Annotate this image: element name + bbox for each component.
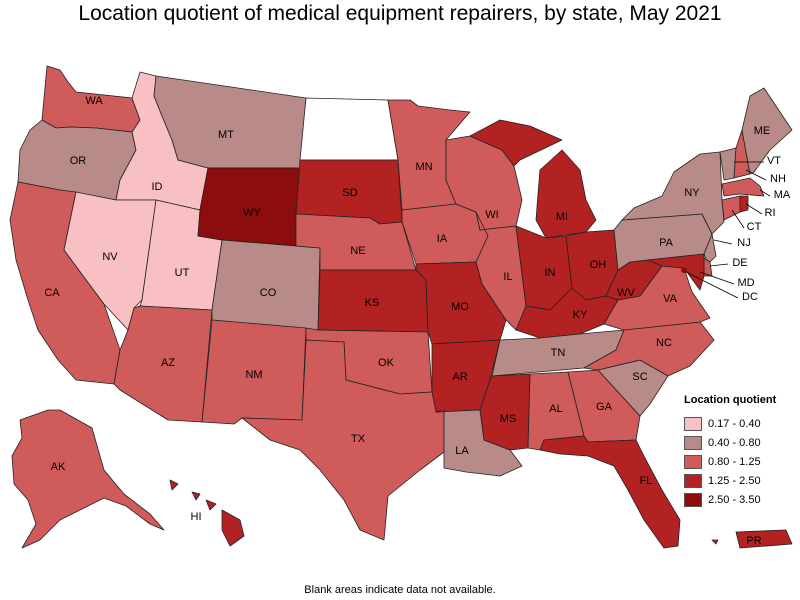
label-sd: SD (342, 187, 357, 199)
footnote: Blank areas indicate data not available. (304, 584, 496, 596)
state-md[interactable] (647, 253, 705, 291)
label-ar: AR (452, 371, 467, 383)
label-ny: NY (684, 187, 700, 199)
state-co[interactable] (211, 239, 321, 331)
label-az: AZ (161, 357, 175, 369)
label-nh: NH (770, 173, 786, 185)
label-oh: OH (590, 259, 607, 271)
legend-swatch (684, 454, 702, 469)
label-dc: DC (742, 291, 758, 303)
label-wy: WY (243, 207, 261, 219)
label-nm: NM (245, 369, 262, 381)
label-fl: FL (640, 475, 653, 487)
label-mn: MN (415, 161, 432, 173)
label-mi: MI (556, 211, 568, 223)
state-ma[interactable] (721, 177, 765, 197)
label-ca: CA (44, 287, 60, 299)
label-in: IN (545, 267, 556, 279)
label-pr: PR (746, 535, 761, 547)
state-nd[interactable] (299, 97, 399, 161)
label-ri: RI (765, 207, 776, 219)
label-sc: SC (632, 371, 647, 383)
label-de: DE (732, 257, 747, 269)
label-md: MD (737, 277, 754, 289)
state-nc[interactable] (583, 321, 715, 377)
label-pa: PA (659, 237, 674, 249)
map-title: Location quotient of medical equipment r… (78, 2, 722, 25)
label-hi: HI (191, 511, 202, 523)
label-nv: NV (102, 251, 118, 263)
legend-swatch (684, 473, 702, 488)
label-ga: GA (596, 401, 613, 413)
state-pr[interactable] (711, 529, 793, 549)
legend-swatch (684, 435, 702, 450)
state-dc[interactable] (681, 267, 687, 273)
label-la: LA (455, 445, 469, 457)
state-mt[interactable] (153, 75, 307, 169)
label-ok: OK (378, 357, 395, 369)
label-vt: VT (767, 155, 781, 167)
label-tx: TX (351, 433, 366, 445)
label-id: ID (152, 181, 163, 193)
label-ks: KS (365, 297, 380, 309)
label-wv: WV (617, 287, 635, 299)
legend-label: 1.25 - 2.50 (708, 474, 761, 487)
state-il[interactable] (475, 211, 527, 331)
state-vt[interactable] (719, 147, 737, 181)
label-ut: UT (175, 267, 190, 279)
state-hi[interactable] (169, 479, 245, 547)
legend-label: 0.40 - 0.80 (708, 436, 761, 449)
state-mi[interactable] (469, 119, 597, 239)
label-ne: NE (350, 245, 365, 257)
label-il: IL (503, 271, 512, 283)
label-ak: AK (51, 461, 66, 473)
legend-label: 2.50 - 3.50 (708, 493, 761, 506)
label-wa: WA (85, 95, 103, 107)
label-mo: MO (451, 301, 469, 313)
label-ms: MS (500, 413, 517, 425)
label-ma: MA (774, 189, 791, 201)
label-ct: CT (747, 221, 762, 233)
state-ct[interactable] (721, 195, 741, 221)
label-al: AL (549, 403, 562, 415)
state-me[interactable] (741, 87, 793, 175)
label-co: CO (260, 287, 277, 299)
label-wi: WI (485, 209, 498, 221)
legend-label: 0.17 - 0.40 (708, 417, 761, 430)
legend-swatch (684, 492, 702, 507)
legend-item: 1.25 - 2.50 (684, 471, 776, 490)
legend-item: 0.40 - 0.80 (684, 433, 776, 452)
label-tn: TN (551, 347, 566, 359)
label-me: ME (754, 125, 771, 137)
state-ak[interactable] (11, 409, 165, 549)
label-ia: IA (437, 233, 448, 245)
state-ri[interactable] (739, 195, 749, 213)
label-nc: NC (656, 337, 672, 349)
state-fl[interactable] (539, 435, 681, 549)
label-or: OR (70, 155, 87, 167)
legend-item: 0.17 - 0.40 (684, 414, 776, 433)
label-nj: NJ (737, 237, 750, 249)
label-mt: MT (218, 129, 234, 141)
legend-title: Location quotient (684, 394, 777, 406)
legend-item: 0.80 - 1.25 (684, 452, 776, 471)
legend: Location quotient 0.17 - 0.40 0.40 - 0.80… (684, 394, 776, 509)
legend-item: 2.50 - 3.50 (684, 490, 776, 509)
legend-label: 0.80 - 1.25 (708, 455, 761, 468)
label-va: VA (663, 293, 678, 305)
state-az[interactable] (113, 305, 213, 423)
legend-swatch (684, 416, 702, 431)
state-labels: WA OR CA ID NV UT AZ MT WY CO NM SD NE K… (44, 95, 791, 547)
label-ky: KY (573, 309, 588, 321)
legend-items: 0.17 - 0.40 0.40 - 0.80 0.80 - 1.25 1.25 - … (684, 414, 776, 509)
state-tx[interactable] (241, 339, 445, 541)
leader-lines (685, 161, 771, 299)
